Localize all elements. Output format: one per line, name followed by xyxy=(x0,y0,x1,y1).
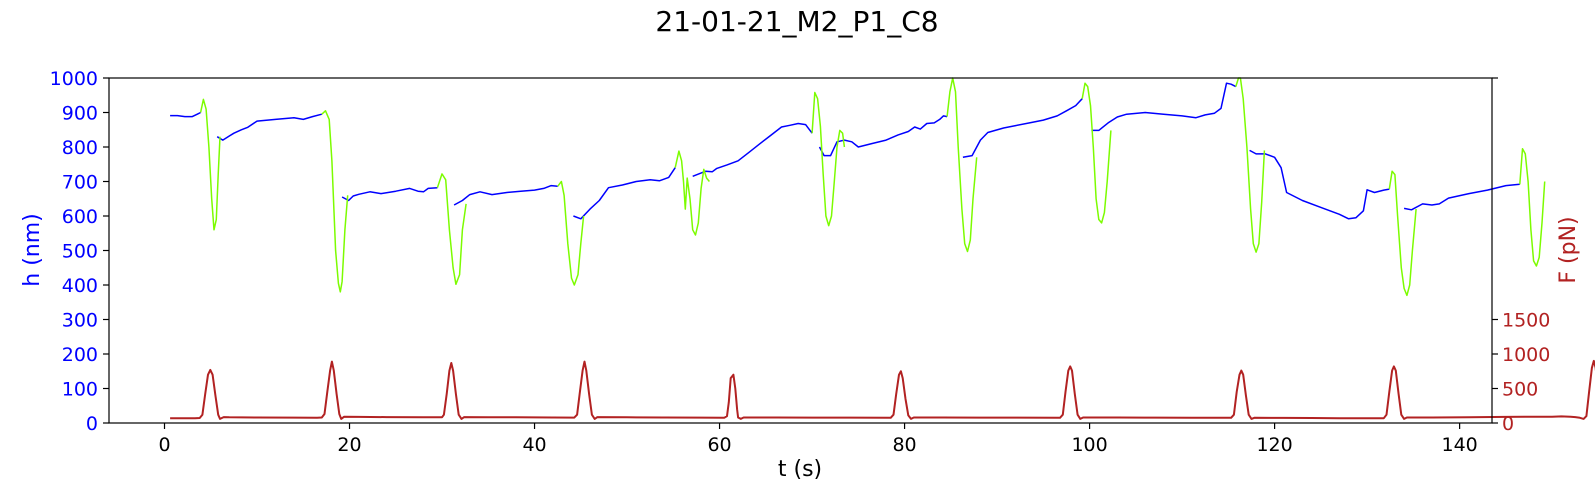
y-right-tick-label: 1000 xyxy=(1502,344,1550,366)
x-axis: 0 20 40 60 80 100 120 140 xyxy=(158,423,1478,456)
x-tick-label: 140 xyxy=(1441,434,1477,456)
y-axis-left: 0 100 200 300 400 500 600 700 800 900 1000 xyxy=(50,68,109,435)
series-0-segment-8 xyxy=(1091,82,1237,132)
x-tick-label: 120 xyxy=(1256,434,1292,456)
series-0-segment-1 xyxy=(216,113,322,141)
series-1-segment-4 xyxy=(674,150,710,236)
series-1-segment-7 xyxy=(1081,82,1112,224)
series-1-segment-1 xyxy=(321,110,349,293)
plot-lines xyxy=(170,77,1595,420)
series-1-segment-8 xyxy=(1235,77,1266,253)
series-0-segment-10 xyxy=(1403,183,1520,211)
y-left-tick-label: 700 xyxy=(62,172,98,194)
x-tick-label: 0 xyxy=(158,434,170,456)
series-0-segment-4 xyxy=(573,167,676,220)
x-tick-label: 40 xyxy=(522,434,546,456)
y-axis-right-label: F (pN) xyxy=(1556,216,1581,283)
x-tick-label: 100 xyxy=(1071,434,1107,456)
y-axis-right: 0 500 1000 1500 xyxy=(1492,77,1550,435)
x-tick-label: 60 xyxy=(707,434,731,456)
x-axis-label: t (s) xyxy=(778,457,822,482)
series-1-segment-9 xyxy=(1388,170,1417,297)
y-left-tick-label: 1000 xyxy=(50,68,98,90)
y-right-tick-label: 1500 xyxy=(1502,310,1550,332)
series-0-segment-0 xyxy=(170,111,201,118)
series-1-segment-0 xyxy=(199,98,221,231)
y-left-tick-label: 600 xyxy=(62,206,98,228)
y-left-tick-label: 500 xyxy=(62,241,98,263)
series-1-segment-10 xyxy=(1519,147,1546,267)
x-tick-label: 80 xyxy=(892,434,916,456)
y-right-tick-label: 500 xyxy=(1502,379,1538,401)
y-left-tick-label: 800 xyxy=(62,137,98,159)
y-left-tick-label: 300 xyxy=(62,310,98,332)
plot-frame xyxy=(108,77,1493,424)
series-0-segment-9 xyxy=(1249,149,1390,220)
series-0-segment-6 xyxy=(818,115,948,157)
y-right-tick-label: 0 xyxy=(1502,413,1514,435)
series-1-segment-6 xyxy=(946,77,978,253)
chart-title: 21-01-21_M2_P1_C8 xyxy=(655,5,938,38)
series-0-segment-7 xyxy=(962,98,1083,159)
x-tick-label: 20 xyxy=(337,434,361,456)
series-2-segment-0 xyxy=(170,359,1595,420)
y-left-tick-label: 400 xyxy=(62,275,98,297)
series-0-segment-2 xyxy=(341,186,438,202)
series-1-segment-5 xyxy=(811,91,846,227)
series-1-segment-2 xyxy=(436,173,467,286)
y-left-tick-label: 900 xyxy=(62,103,98,125)
series-0-segment-5 xyxy=(692,122,813,177)
y-left-tick-label: 100 xyxy=(62,379,98,401)
y-axis-left-label: h (nm) xyxy=(20,213,45,286)
y-left-tick-label: 200 xyxy=(62,344,98,366)
series-1-segment-3 xyxy=(557,180,585,286)
y-left-tick-label: 0 xyxy=(86,413,98,435)
series-0-segment-3 xyxy=(453,184,558,206)
